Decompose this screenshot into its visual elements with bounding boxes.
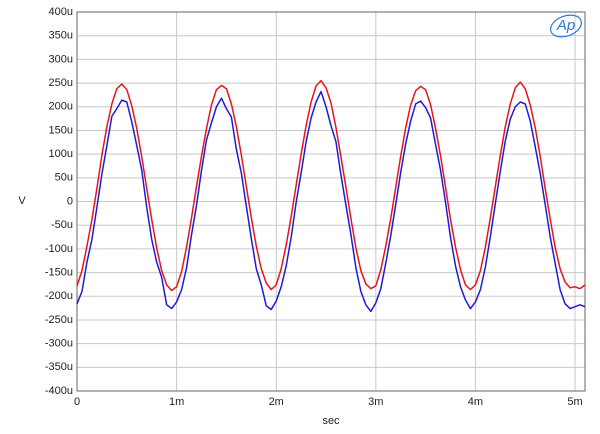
plot-frame <box>76 11 586 392</box>
y-tick-label: -150u <box>45 266 73 278</box>
y-tick-label: 200u <box>49 101 73 113</box>
series-line <box>76 90 586 313</box>
y-tick-label: 350u <box>49 30 73 42</box>
y-tick-label: 250u <box>49 77 73 89</box>
x-tick-label: 5m <box>567 396 582 408</box>
x-axis-label: sec <box>322 415 340 427</box>
y-tick-label: 150u <box>49 124 73 136</box>
x-tick-label: 3m <box>368 396 383 408</box>
y-tick-label: -100u <box>45 243 73 255</box>
x-tick-label: 0 <box>74 396 80 408</box>
y-tick-label: -400u <box>45 385 73 397</box>
logo: Ap <box>556 17 575 34</box>
y-tick-label: -50u <box>51 219 73 231</box>
series-line <box>76 79 586 292</box>
y-tick-label: -300u <box>45 338 73 350</box>
y-tick-label: -200u <box>45 290 73 302</box>
plot-area: 400u 350u 300u 250u 200u 150u 100u 50u 0 -50u -100… <box>45 6 586 408</box>
y-tick-label: 100u <box>49 148 73 160</box>
x-tick-label: 2m <box>269 396 284 408</box>
y-tick-label: 50u <box>55 172 73 184</box>
y-axis-label: V <box>18 195 26 207</box>
y-tick-label: 0 <box>67 195 73 207</box>
y-tick-label: 300u <box>49 53 73 65</box>
y-tick-label: -250u <box>45 314 73 326</box>
y-tick-label: 400u <box>49 6 73 18</box>
x-tick-label: 1m <box>169 396 184 408</box>
y-tick-label: -350u <box>45 361 73 373</box>
logo-ring <box>549 14 583 38</box>
x-tick-label: 4m <box>468 396 483 408</box>
